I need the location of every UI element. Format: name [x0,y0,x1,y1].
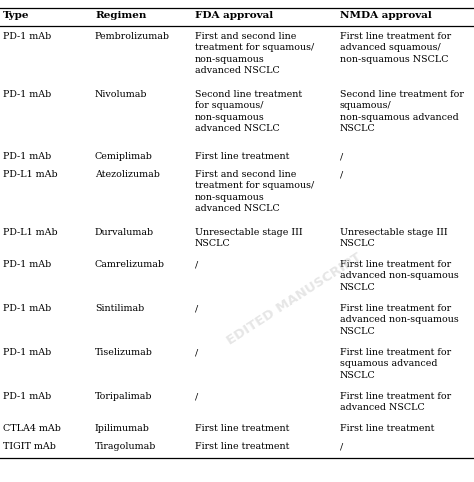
Text: PD-1 mAb: PD-1 mAb [3,392,51,401]
Text: PD-1 mAb: PD-1 mAb [3,260,51,269]
Text: PD-1 mAb: PD-1 mAb [3,32,51,41]
Text: /: / [340,152,343,161]
Text: /: / [195,348,198,357]
Text: PD-1 mAb: PD-1 mAb [3,304,51,313]
Text: Durvalumab: Durvalumab [95,228,154,237]
Text: /: / [195,304,198,313]
Text: First line treatment: First line treatment [340,424,434,433]
Text: Atezolizumab: Atezolizumab [95,170,160,179]
Text: Tiselizumab: Tiselizumab [95,348,153,357]
Text: First and second line
treatment for squamous/
non-squamous
advanced NSCLC: First and second line treatment for squa… [195,170,314,214]
Text: First line treatment: First line treatment [195,424,289,433]
Text: NMDA approval: NMDA approval [340,11,432,20]
Text: First line treatment for
advanced squamous/
non-squamous NSCLC: First line treatment for advanced squamo… [340,32,451,64]
Text: First line treatment for
squamous advanced
NSCLC: First line treatment for squamous advanc… [340,348,451,380]
Text: Second line treatment for
squamous/
non-squamous advanced
NSCLC: Second line treatment for squamous/ non-… [340,90,464,134]
Text: PD-L1 mAb: PD-L1 mAb [3,170,58,179]
Text: First line treatment for
advanced non-squamous
NSCLC: First line treatment for advanced non-sq… [340,260,459,292]
Text: Tiragolumab: Tiragolumab [95,442,156,451]
Text: CTLA4 mAb: CTLA4 mAb [3,424,61,433]
Text: PD-L1 mAb: PD-L1 mAb [3,228,58,237]
Text: EDITED MANUSCRIPT: EDITED MANUSCRIPT [224,251,364,347]
Text: Cemiplimab: Cemiplimab [95,152,153,161]
Text: Nivolumab: Nivolumab [95,90,147,99]
Text: Sintilimab: Sintilimab [95,304,144,313]
Text: PD-1 mAb: PD-1 mAb [3,348,51,357]
Text: TIGIT mAb: TIGIT mAb [3,442,56,451]
Text: Toripalimab: Toripalimab [95,392,153,401]
Text: Ipilimumab: Ipilimumab [95,424,150,433]
Text: Pembrolizumab: Pembrolizumab [95,32,170,41]
Text: Regimen: Regimen [95,11,146,20]
Text: First line treatment: First line treatment [195,442,289,451]
Text: PD-1 mAb: PD-1 mAb [3,152,51,161]
Text: /: / [340,442,343,451]
Text: /: / [340,170,343,179]
Text: Unresectable stage III
NSCLC: Unresectable stage III NSCLC [340,228,447,248]
Text: First line treatment: First line treatment [195,152,289,161]
Text: /: / [195,392,198,401]
Text: First line treatment for
advanced NSCLC: First line treatment for advanced NSCLC [340,392,451,413]
Text: Unresectable stage III
NSCLC: Unresectable stage III NSCLC [195,228,302,248]
Text: /: / [195,260,198,269]
Text: First line treatment for
advanced non-squamous
NSCLC: First line treatment for advanced non-sq… [340,304,459,336]
Text: FDA approval: FDA approval [195,11,273,20]
Text: First and second line
treatment for squamous/
non-squamous
advanced NSCLC: First and second line treatment for squa… [195,32,314,75]
Text: PD-1 mAb: PD-1 mAb [3,90,51,99]
Text: Second line treatment
for squamous/
non-squamous
advanced NSCLC: Second line treatment for squamous/ non-… [195,90,302,134]
Text: Type: Type [3,11,29,20]
Text: Camrelizumab: Camrelizumab [95,260,165,269]
